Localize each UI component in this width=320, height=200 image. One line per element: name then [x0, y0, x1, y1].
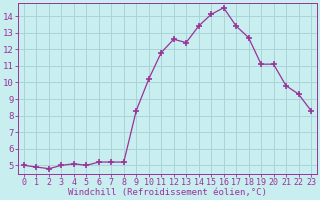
X-axis label: Windchill (Refroidissement éolien,°C): Windchill (Refroidissement éolien,°C) [68, 188, 267, 197]
